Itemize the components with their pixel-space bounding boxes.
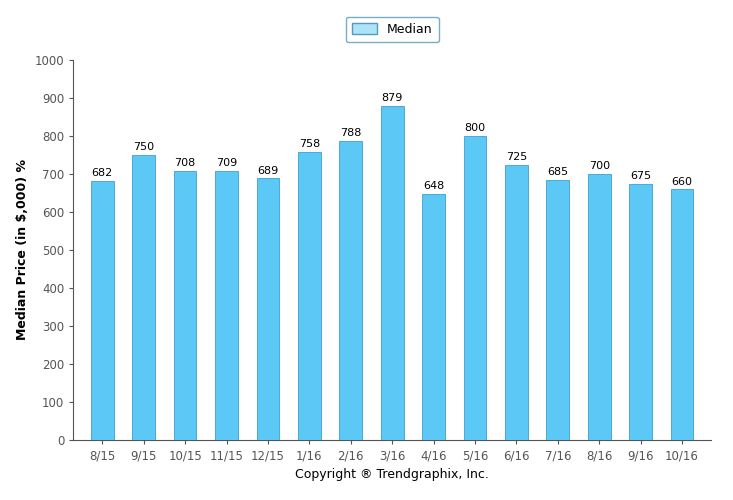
Bar bbox=[380, 106, 404, 440]
Y-axis label: Median Price (in $,000) %: Median Price (in $,000) % bbox=[16, 160, 29, 340]
Legend: Median: Median bbox=[345, 17, 439, 42]
Text: 800: 800 bbox=[465, 124, 485, 134]
Bar bbox=[174, 171, 196, 440]
Bar bbox=[298, 152, 321, 440]
Bar bbox=[629, 184, 652, 440]
Text: 788: 788 bbox=[340, 128, 361, 138]
Text: 879: 879 bbox=[381, 94, 403, 104]
Text: 648: 648 bbox=[423, 181, 444, 191]
Text: 682: 682 bbox=[92, 168, 113, 178]
Text: 660: 660 bbox=[671, 176, 693, 186]
Bar bbox=[463, 136, 487, 440]
Bar bbox=[588, 174, 611, 440]
Text: 700: 700 bbox=[589, 162, 610, 172]
Bar bbox=[671, 189, 693, 440]
Bar bbox=[91, 181, 114, 440]
X-axis label: Copyright ® Trendgraphix, Inc.: Copyright ® Trendgraphix, Inc. bbox=[295, 468, 489, 480]
Text: 689: 689 bbox=[257, 166, 279, 175]
Bar bbox=[339, 140, 362, 440]
Text: 708: 708 bbox=[174, 158, 196, 168]
Bar bbox=[215, 170, 238, 440]
Bar bbox=[422, 194, 445, 440]
Text: 758: 758 bbox=[299, 140, 320, 149]
Bar bbox=[257, 178, 279, 440]
Bar bbox=[546, 180, 570, 440]
Text: 725: 725 bbox=[506, 152, 527, 162]
Bar bbox=[505, 164, 528, 440]
Text: 709: 709 bbox=[216, 158, 237, 168]
Bar bbox=[133, 155, 155, 440]
Text: 685: 685 bbox=[548, 167, 568, 177]
Text: 675: 675 bbox=[630, 171, 651, 181]
Text: 750: 750 bbox=[133, 142, 154, 152]
